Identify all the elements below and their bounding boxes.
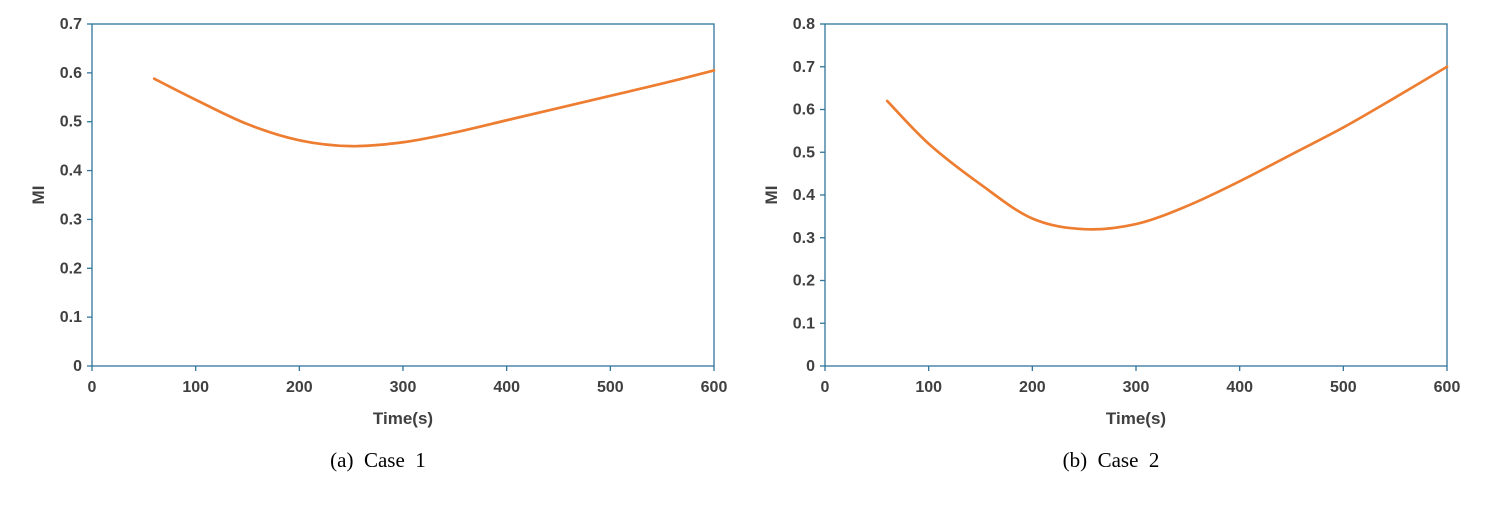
svg-text:100: 100 <box>915 379 942 396</box>
svg-text:MI: MI <box>762 186 781 205</box>
svg-text:0.4: 0.4 <box>60 163 82 180</box>
svg-text:0: 0 <box>73 358 82 375</box>
svg-text:0.1: 0.1 <box>793 315 815 332</box>
chart-caption-case-2: (b) Case 2 <box>1062 448 1160 472</box>
chart-case-1: 0 0.1 0.2 0.3 0.4 0.5 0.6 0.7 0 100 200 300 400 500 60… <box>29 16 728 428</box>
svg-text:0.2: 0.2 <box>60 260 82 277</box>
svg-text:0.3: 0.3 <box>60 211 82 228</box>
svg-text:200: 200 <box>286 379 313 396</box>
svg-text:0.7: 0.7 <box>60 16 82 33</box>
svg-text:Time(s): Time(s) <box>373 409 433 428</box>
chart-case-2: 0 0.1 0.2 0.3 0.4 0.5 0.6 0.7 0.8 0 100 200 300 400 50… <box>762 16 1461 428</box>
svg-text:0: 0 <box>88 379 97 396</box>
svg-text:MI: MI <box>29 186 48 205</box>
chart-panel-case-1: 0 0.1 0.2 0.3 0.4 0.5 0.6 0.7 0 100 200 300 400 500 60… <box>28 10 728 473</box>
svg-text:0.5: 0.5 <box>793 144 815 161</box>
svg-text:0.3: 0.3 <box>793 230 815 247</box>
svg-text:0.7: 0.7 <box>793 59 815 76</box>
chart-panel-case-2: 0 0.1 0.2 0.3 0.4 0.5 0.6 0.7 0.8 0 100 200 300 400 50… <box>761 10 1461 473</box>
svg-text:0: 0 <box>806 358 815 375</box>
svg-text:0.2: 0.2 <box>793 273 815 290</box>
svg-text:200: 200 <box>1019 379 1046 396</box>
svg-text:400: 400 <box>493 379 520 396</box>
svg-text:0: 0 <box>821 379 830 396</box>
svg-text:300: 300 <box>390 379 417 396</box>
svg-text:600: 600 <box>701 379 728 396</box>
svg-text:0.5: 0.5 <box>60 114 82 131</box>
svg-text:100: 100 <box>182 379 209 396</box>
svg-text:500: 500 <box>597 379 624 396</box>
svg-text:0.6: 0.6 <box>60 65 82 82</box>
svg-text:Time(s): Time(s) <box>1106 409 1166 428</box>
svg-text:0.6: 0.6 <box>793 102 815 119</box>
svg-text:0.1: 0.1 <box>60 309 82 326</box>
svg-text:300: 300 <box>1123 379 1150 396</box>
svg-text:0.8: 0.8 <box>793 16 815 33</box>
svg-text:500: 500 <box>1330 379 1357 396</box>
chart-caption-case-1: (a) Case 1 <box>330 448 426 472</box>
svg-text:600: 600 <box>1434 379 1461 396</box>
svg-text:400: 400 <box>1226 379 1253 396</box>
svg-text:0.4: 0.4 <box>793 187 815 204</box>
